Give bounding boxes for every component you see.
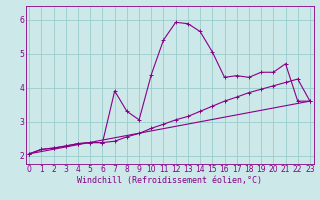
- X-axis label: Windchill (Refroidissement éolien,°C): Windchill (Refroidissement éolien,°C): [77, 176, 262, 185]
